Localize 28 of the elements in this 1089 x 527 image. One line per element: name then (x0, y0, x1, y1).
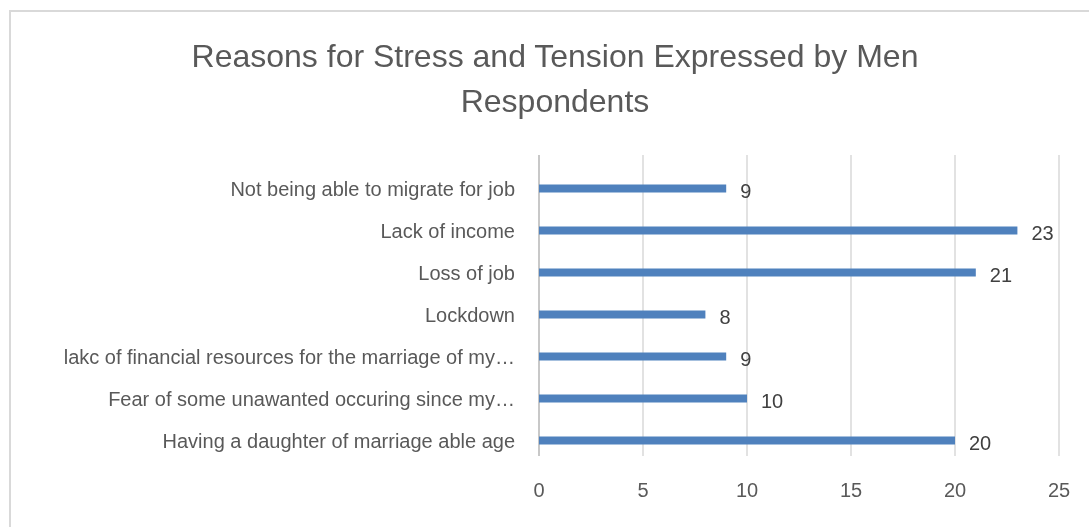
data-label: 9 (740, 347, 752, 370)
data-label: 20 (969, 431, 992, 454)
y-tick-label: Having a daughter of marriage able age (162, 429, 515, 452)
data-label: 8 (719, 305, 731, 328)
bar (539, 352, 727, 361)
x-tick-label: 10 (735, 479, 759, 501)
bar (539, 310, 706, 319)
y-tick-label: Lack of income (380, 219, 515, 242)
bar (539, 436, 955, 445)
data-label: 23 (1031, 221, 1054, 244)
x-tick-label: 0 (533, 479, 545, 501)
chart-title: Reasons for Stress and Tension Expressed by Men Respondents (191, 38, 919, 119)
x-tick-label: 20 (943, 479, 967, 501)
bar (539, 394, 747, 403)
y-tick-label: Loss of job (418, 261, 515, 284)
bar (539, 268, 976, 277)
bar (539, 184, 727, 193)
y-tick-label: Lockdown (424, 303, 515, 326)
y-tick-label: lakc of financial resources for the marriage of my… (63, 345, 515, 368)
x-tick-label: 5 (637, 479, 649, 501)
data-label: 9 (740, 179, 752, 202)
bar (539, 226, 1018, 235)
x-tick-label: 15 (839, 479, 863, 501)
y-tick-label: Not being able to migrate for job (230, 177, 515, 200)
data-label: 10 (761, 389, 784, 412)
y-tick-label: Fear of some unawanted occuring since my… (108, 387, 515, 410)
data-label: 21 (989, 263, 1013, 286)
x-tick-label: 25 (1047, 479, 1071, 501)
